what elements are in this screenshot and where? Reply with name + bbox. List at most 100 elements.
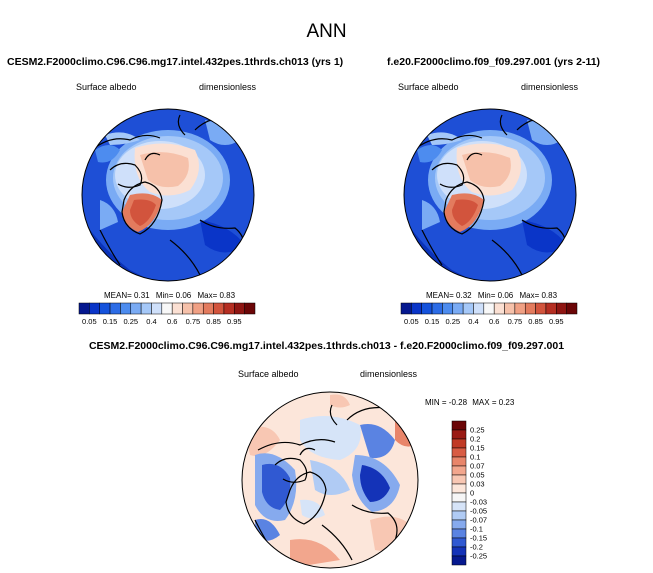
- colorbar-tick-label: 0.75: [186, 317, 201, 326]
- colorbar-swatch: [535, 302, 547, 315]
- colorbar-swatch: [451, 429, 467, 440]
- colorbar-tick-label: -0.2: [470, 543, 483, 552]
- panel-1-stats: MEAN= 0.31 Min= 0.06 Max= 0.83: [104, 291, 235, 300]
- colorbar-swatch: [451, 537, 467, 548]
- colorbar-swatch: [545, 302, 557, 315]
- colorbar-swatch: [99, 302, 111, 315]
- colorbar-swatch: [566, 302, 578, 315]
- colorbar-swatch: [431, 302, 443, 315]
- map-2-border: [403, 108, 577, 282]
- min-value: 0.06: [497, 291, 514, 300]
- panel-3-title: CESM2.F2000climo.C96.C96.mg17.intel.432p…: [88, 340, 565, 352]
- map-panel-3: [242, 392, 418, 568]
- colorbar-tick-label: 0.03: [470, 480, 485, 489]
- mean-label: MEAN=: [426, 291, 454, 300]
- map-1-border: [81, 108, 255, 282]
- max-value: 0.23: [498, 398, 515, 407]
- colorbar-tick-label: -0.25: [470, 552, 487, 561]
- colorbar-swatch: [109, 302, 121, 315]
- colorbar-swatch: [524, 302, 536, 315]
- colorbar-swatch: [400, 302, 412, 315]
- colorbar-tick-label: 0.25: [445, 317, 460, 326]
- colorbar-tick-label: 0.1: [470, 453, 480, 462]
- panel-1-units: dimensionless: [199, 82, 257, 92]
- colorbar-tick-label: 0.15: [103, 317, 118, 326]
- mean-label: MEAN=: [104, 291, 132, 300]
- min-label: Min=: [155, 291, 174, 300]
- colorbar-swatch: [451, 474, 467, 485]
- colorbar-tick-label: 0.6: [167, 317, 177, 326]
- min-label: Min=: [477, 291, 496, 300]
- colorbar-tick-label: -0.07: [470, 516, 487, 525]
- colorbar-swatch: [89, 302, 100, 315]
- colorbar-swatch: [234, 302, 245, 315]
- colorbar-swatch: [462, 302, 474, 315]
- colorbar-swatch: [213, 302, 225, 315]
- colorbar-swatch: [192, 302, 204, 315]
- mean-value: 0.32: [456, 291, 472, 300]
- colorbar-panel-3: 0.250.20.150.10.070.050.030-0.03-0.05-0.…: [451, 420, 487, 566]
- colorbar-tick-label: 0.4: [146, 317, 156, 326]
- colorbar-tick-label: 0.4: [468, 317, 478, 326]
- colorbar-swatch: [244, 302, 256, 315]
- panel-1-variable: Surface albedo: [76, 82, 137, 92]
- min-value: 0.06: [175, 291, 192, 300]
- colorbar-swatch: [452, 302, 464, 315]
- colorbar-swatch: [556, 302, 567, 315]
- colorbar-tick-label: 0.05: [82, 317, 97, 326]
- colorbar-tick-label: 0.95: [227, 317, 242, 326]
- colorbar-swatch: [451, 465, 467, 476]
- panel-2-units: dimensionless: [521, 82, 579, 92]
- colorbar-swatch: [473, 302, 485, 315]
- max-value: 0.83: [541, 291, 558, 300]
- colorbar-swatch: [451, 483, 467, 494]
- colorbar-tick-label: 0.6: [489, 317, 499, 326]
- colorbar-swatch: [411, 302, 422, 315]
- colorbar-swatch: [451, 555, 467, 566]
- colorbar-tick-label: 0.25: [123, 317, 138, 326]
- colorbar-swatch: [442, 302, 454, 315]
- colorbar-swatch: [504, 302, 516, 315]
- min-label: MIN =: [425, 398, 447, 407]
- colorbar-swatch: [130, 302, 142, 315]
- max-label: Max=: [197, 291, 218, 300]
- colorbar-tick-label: 0.2: [470, 435, 480, 444]
- colorbar-tick-label: -0.05: [470, 507, 487, 516]
- panel-2-variable: Surface albedo: [398, 82, 459, 92]
- colorbar-swatch: [451, 447, 467, 458]
- colorbar-swatch: [421, 302, 433, 315]
- colorbar-swatch: [120, 302, 132, 315]
- colorbar-tick-label: -0.03: [470, 498, 487, 507]
- colorbar-tick-label: -0.1: [470, 525, 483, 534]
- colorbar-tick-label: 0.07: [470, 462, 485, 471]
- panel-2-title: f.e20.F2000climo.f09_f09.297.001 (yrs 2-…: [387, 56, 601, 68]
- colorbar-swatch: [140, 302, 152, 315]
- colorbar-tick-label: -0.15: [470, 534, 487, 543]
- panel-3-variable: Surface albedo: [238, 369, 299, 379]
- colorbar-tick-label: 0.15: [425, 317, 440, 326]
- max-label: MAX =: [472, 398, 497, 407]
- colorbar-swatch: [451, 438, 467, 449]
- map-panel-2: [404, 109, 576, 281]
- colorbar-swatch: [202, 302, 214, 315]
- colorbar-tick-label: 0.05: [470, 471, 485, 480]
- colorbar-swatch: [151, 302, 163, 315]
- colorbar-tick-label: 0.95: [549, 317, 564, 326]
- colorbar-tick-label: 0.15: [470, 444, 485, 453]
- panel-3-units: dimensionless: [360, 369, 418, 379]
- panel-1-title: CESM2.F2000climo.C96.C96.mg17.intel.432p…: [7, 56, 344, 68]
- colorbar-swatch: [223, 302, 235, 315]
- panel-3-stats: MIN = -0.28 MAX = 0.23: [425, 398, 514, 407]
- max-value: 0.83: [219, 291, 236, 300]
- colorbar-tick-label: 0.25: [470, 426, 485, 435]
- colorbar-swatch: [161, 302, 173, 315]
- mean-value: 0.31: [134, 291, 150, 300]
- colorbar-swatch: [451, 420, 467, 431]
- colorbar-swatch: [493, 302, 505, 315]
- map-3-border: [241, 391, 419, 569]
- colorbar-swatch: [182, 302, 194, 315]
- colorbar-tick-label: 0.85: [206, 317, 221, 326]
- min-value: -0.28: [448, 398, 468, 407]
- colorbar-tick-label: 0.05: [404, 317, 419, 326]
